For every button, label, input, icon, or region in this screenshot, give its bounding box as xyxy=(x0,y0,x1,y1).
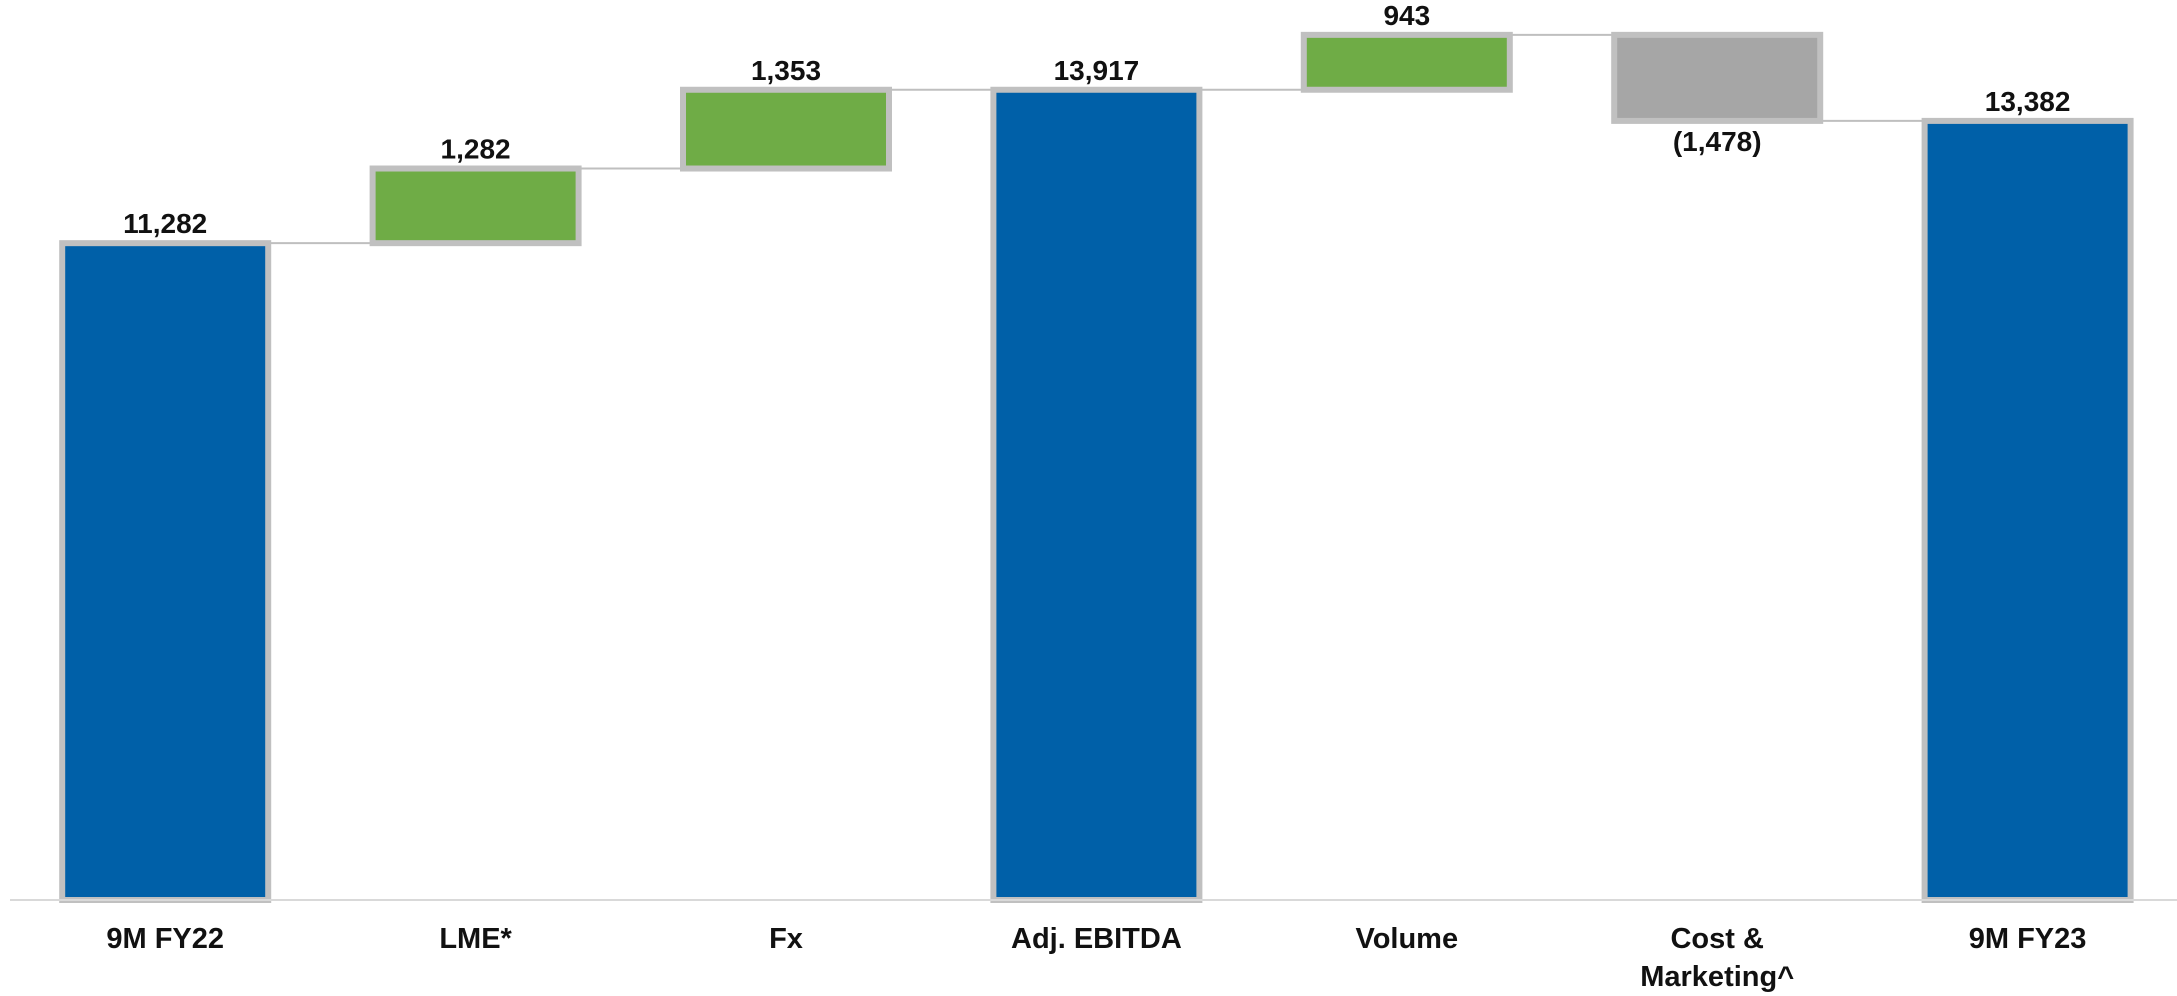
category-label-lme: LME* xyxy=(439,923,512,955)
data-label-9m-fy23: 13,382 xyxy=(1985,86,2071,117)
bar-fx xyxy=(680,86,892,172)
data-label-lme: 1,282 xyxy=(441,134,511,165)
bar-9m-fy22 xyxy=(59,240,272,903)
category-label-9m-fy22: 9M FY22 xyxy=(106,923,224,955)
data-label-9m-fy22: 11,282 xyxy=(123,208,207,239)
bar-adj-ebitda xyxy=(990,86,1203,903)
category-label-9m-fy23: 9M FY23 xyxy=(1969,923,2087,955)
category-label-volume: Volume xyxy=(1356,923,1459,955)
data-label-adj-ebitda: 13,917 xyxy=(1054,55,1140,86)
category-label-adj-ebitda: Adj. EBITDA xyxy=(1011,923,1182,955)
bars xyxy=(59,31,2134,903)
category-label-cost-marketing-line-2: Marketing^ xyxy=(1640,961,1794,993)
data-label-fx: 1,353 xyxy=(751,55,821,86)
bar-volume xyxy=(1300,31,1513,93)
category-labels: 9M FY22 LME* Fx Adj. EBITDA Volume Cost & Mark… xyxy=(106,923,2086,993)
data-labels: 11,282 1,282 1,353 13,917 943 (1,478) 13,382 xyxy=(123,0,2070,239)
bar-lme xyxy=(369,165,582,247)
category-label-fx: Fx xyxy=(769,923,803,955)
connector-lines xyxy=(268,33,1925,245)
data-label-cost-marketing: (1,478) xyxy=(1673,126,1762,157)
data-label-volume: 943 xyxy=(1383,0,1430,31)
category-label-cost-marketing-line-1: Cost & xyxy=(1670,923,1764,955)
bar-cost-marketing xyxy=(1611,31,1824,124)
bar-9m-fy23 xyxy=(1921,117,2134,903)
